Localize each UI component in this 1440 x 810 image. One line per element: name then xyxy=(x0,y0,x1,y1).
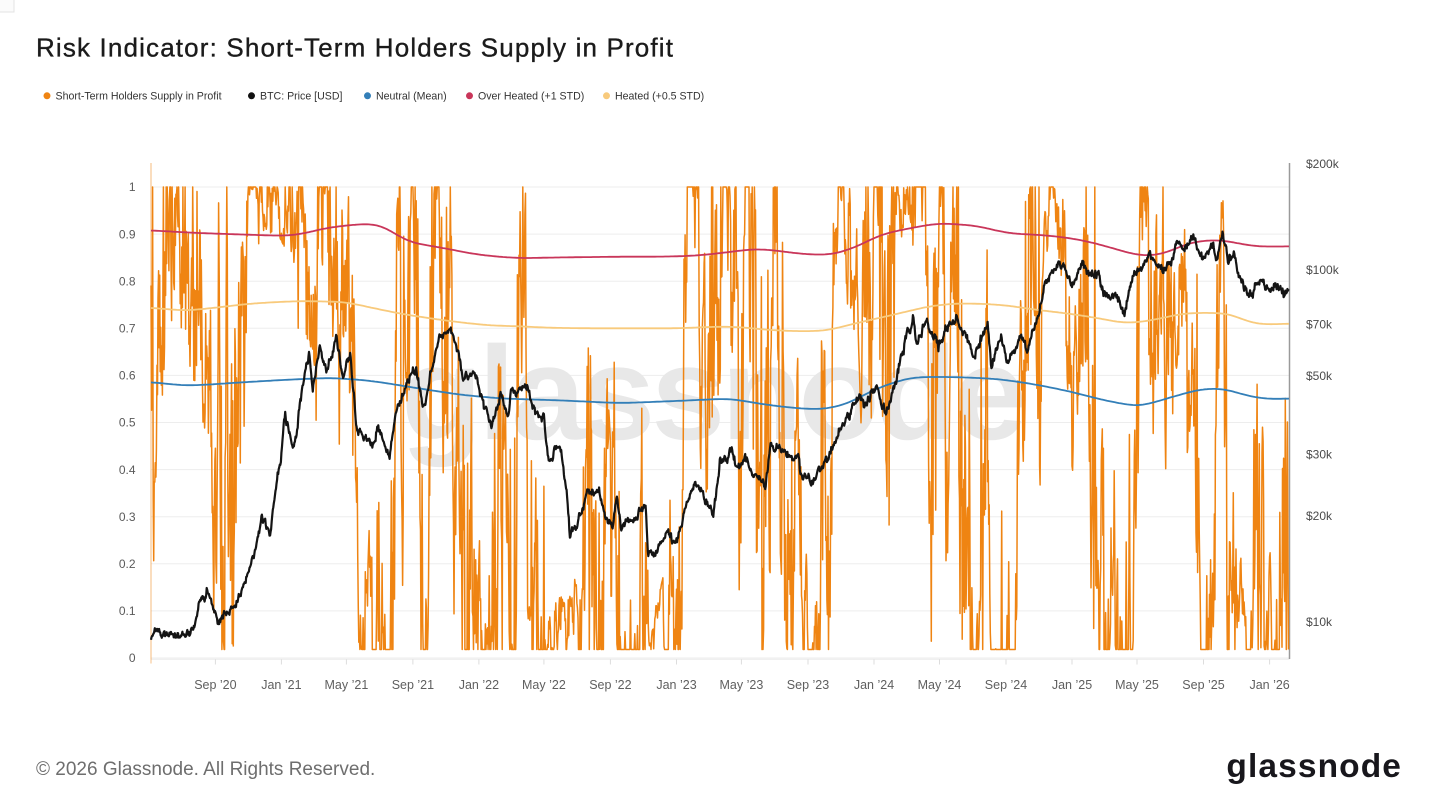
svg-text:Neutral (Mean): Neutral (Mean) xyxy=(376,91,447,103)
svg-text:0.7: 0.7 xyxy=(119,322,136,336)
svg-text:0.9: 0.9 xyxy=(119,227,136,241)
svg-text:Short-Term Holders Supply in P: Short-Term Holders Supply in Profit xyxy=(56,91,222,103)
svg-text:Sep ’21: Sep ’21 xyxy=(392,678,434,692)
svg-text:0.3: 0.3 xyxy=(119,510,136,524)
svg-text:$70k: $70k xyxy=(1306,318,1333,332)
svg-text:May ’23: May ’23 xyxy=(720,678,764,692)
svg-text:Jan ’25: Jan ’25 xyxy=(1052,678,1092,692)
svg-text:Jan ’22: Jan ’22 xyxy=(459,678,499,692)
svg-text:0.8: 0.8 xyxy=(119,274,136,288)
svg-text:0.5: 0.5 xyxy=(119,416,136,430)
svg-text:Jan ’21: Jan ’21 xyxy=(261,678,301,692)
svg-text:0.1: 0.1 xyxy=(119,604,136,618)
svg-text:Sep ’24: Sep ’24 xyxy=(985,678,1027,692)
svg-text:May ’25: May ’25 xyxy=(1115,678,1159,692)
svg-text:May ’21: May ’21 xyxy=(325,678,369,692)
svg-text:Heated (+0.5 STD): Heated (+0.5 STD) xyxy=(615,91,704,103)
svg-text:Sep ’20: Sep ’20 xyxy=(194,678,236,692)
svg-text:Jan ’23: Jan ’23 xyxy=(656,678,696,692)
svg-text:1: 1 xyxy=(129,180,136,194)
svg-text:Sep ’22: Sep ’22 xyxy=(589,678,631,692)
svg-text:0: 0 xyxy=(129,651,136,665)
svg-text:0.2: 0.2 xyxy=(119,557,136,571)
svg-text:© 2026 Glassnode. All Rights R: © 2026 Glassnode. All Rights Reserved. xyxy=(36,759,375,780)
svg-text:Sep ’23: Sep ’23 xyxy=(787,678,829,692)
svg-text:$50k: $50k xyxy=(1306,369,1333,383)
svg-text:0.6: 0.6 xyxy=(119,369,136,383)
svg-text:$200k: $200k xyxy=(1306,157,1340,171)
svg-text:May ’22: May ’22 xyxy=(522,678,566,692)
svg-text:$20k: $20k xyxy=(1306,509,1333,523)
svg-text:Jan ’24: Jan ’24 xyxy=(854,678,894,692)
svg-text:0.4: 0.4 xyxy=(119,463,136,477)
svg-text:May ’24: May ’24 xyxy=(918,678,962,692)
svg-text:Sep ’25: Sep ’25 xyxy=(1182,678,1224,692)
svg-text:$10k: $10k xyxy=(1306,615,1333,629)
svg-text:Risk Indicator: Short-Term Hol: Risk Indicator: Short-Term Holders Suppl… xyxy=(36,32,674,62)
svg-text:$30k: $30k xyxy=(1306,447,1333,461)
svg-text:Jan ’26: Jan ’26 xyxy=(1249,678,1289,692)
svg-text:Over Heated (+1 STD): Over Heated (+1 STD) xyxy=(478,91,584,103)
svg-text:glassnode: glassnode xyxy=(1226,748,1402,785)
svg-text:$100k: $100k xyxy=(1306,263,1340,277)
svg-text:BTC: Price [USD]: BTC: Price [USD] xyxy=(260,91,342,103)
